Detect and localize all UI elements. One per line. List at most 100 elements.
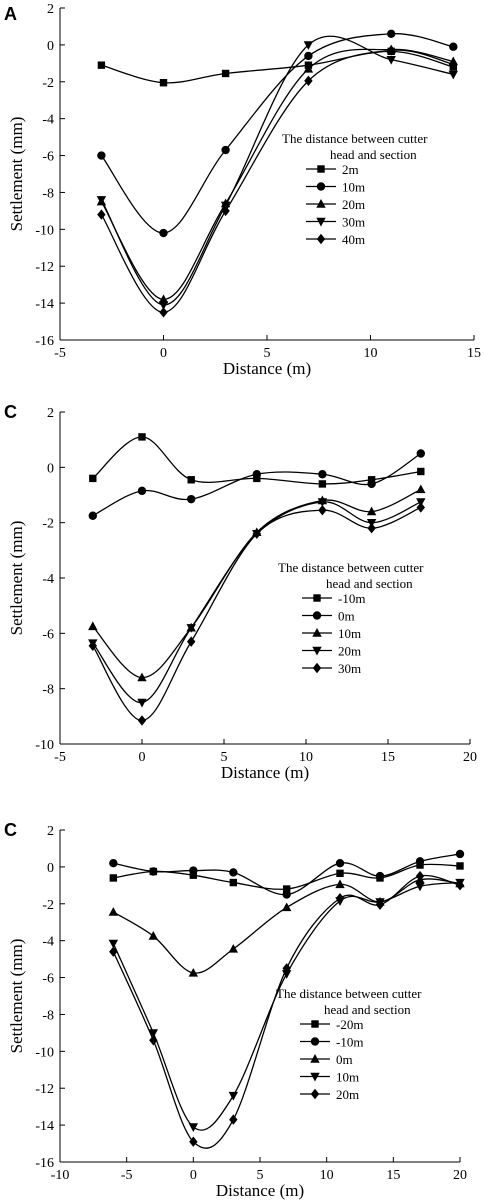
x-axis-title: Distance (m) <box>221 763 309 782</box>
y-tick-label: -6 <box>42 972 54 987</box>
series-10m <box>88 484 426 682</box>
data-point <box>281 902 292 912</box>
series-20m <box>96 44 458 304</box>
data-point <box>159 79 168 87</box>
legend-entry: 10m <box>342 180 365 195</box>
legend-marker <box>312 611 322 620</box>
x-axis-title: Distance (m) <box>223 359 311 378</box>
data-point <box>137 486 147 496</box>
x-tick-label: 10 <box>299 750 313 765</box>
data-point <box>148 1029 159 1038</box>
legend-title: The distance between cutter <box>282 131 428 146</box>
data-point <box>89 474 97 483</box>
data-point <box>221 205 230 217</box>
y-tick-label: -8 <box>42 683 54 698</box>
legend-entry: 40m <box>342 232 365 247</box>
data-point <box>229 868 238 877</box>
data-point <box>159 307 168 318</box>
x-tick-label: -5 <box>54 750 66 765</box>
y-tick-label: -8 <box>42 1008 54 1023</box>
data-point <box>189 866 198 875</box>
x-tick-label: -5 <box>54 346 66 361</box>
data-point <box>367 479 376 489</box>
x-tick-label: -5 <box>121 1168 133 1183</box>
data-point <box>318 505 327 516</box>
data-point <box>137 715 147 726</box>
data-point <box>415 882 425 892</box>
data-point <box>221 69 230 78</box>
data-point <box>387 29 396 39</box>
legend-entry: 10m <box>336 1070 359 1085</box>
data-point <box>282 890 291 899</box>
y-tick-label: -12 <box>35 1082 54 1097</box>
y-tick-label: 0 <box>47 461 54 476</box>
series--10m <box>109 849 465 899</box>
legend-entry: -10m <box>336 1035 363 1050</box>
data-point <box>415 870 425 882</box>
data-point <box>336 869 344 878</box>
legend-marker <box>310 1037 320 1046</box>
y-tick-label: 2 <box>47 406 54 421</box>
series-line <box>112 874 461 1149</box>
data-point <box>159 228 168 238</box>
legend-marker <box>312 662 322 674</box>
data-point <box>108 907 119 916</box>
y-tick-label: -16 <box>35 334 54 349</box>
x-tick-label: 0 <box>160 346 167 361</box>
data-point <box>282 885 291 893</box>
series-line <box>100 35 454 306</box>
panel-letter: C <box>4 820 17 840</box>
legend-entry: 20m <box>342 197 365 212</box>
data-point <box>252 528 261 539</box>
data-point <box>318 470 327 479</box>
data-point <box>149 867 158 876</box>
data-point <box>187 494 196 504</box>
data-point <box>375 899 385 910</box>
chart-panel-3: C -16 -14 -12 -10 -8 -6 -4 -2 0 2 -10 -5 0 5 10 15 20 Dist… <box>4 820 467 1200</box>
series-10m <box>97 29 458 238</box>
series-30m <box>88 502 425 726</box>
data-point <box>97 209 106 220</box>
x-axis-title: Distance (m) <box>216 1181 304 1200</box>
data-point <box>416 449 425 458</box>
y-tick-label: -6 <box>42 627 54 642</box>
data-point <box>88 640 97 651</box>
data-point <box>109 946 118 957</box>
x-tick-label: 10 <box>364 346 378 361</box>
x-tick-label: 15 <box>381 750 395 765</box>
legend-entry: 30m <box>342 215 365 230</box>
y-tick-label: -16 <box>35 1156 54 1171</box>
legend-entry: 20m <box>336 1087 359 1102</box>
data-point <box>252 470 261 479</box>
legend-entry: 2m <box>342 162 359 177</box>
data-point <box>367 523 376 534</box>
legend-title: head and section <box>330 147 417 162</box>
data-point <box>229 1114 238 1125</box>
chart-panel-2: C -10 -8 -6 -4 -2 0 2 -5 0 5 10 15 20 Distance (m) Sett… <box>4 402 477 782</box>
data-point <box>417 467 425 476</box>
y-tick-label: -4 <box>42 113 54 128</box>
data-point <box>304 51 313 61</box>
legend-entry: 10m <box>338 626 361 641</box>
legend-entry: 0m <box>338 609 355 624</box>
data-point <box>317 498 328 507</box>
data-point <box>158 301 169 310</box>
series-line <box>100 49 454 313</box>
data-point <box>366 506 377 516</box>
x-tick-label: 15 <box>386 1168 400 1183</box>
legend-marker <box>317 165 325 173</box>
x-tick-label: -10 <box>51 1168 70 1183</box>
data-point <box>318 480 327 488</box>
data-point <box>375 871 385 881</box>
data-point <box>229 878 238 887</box>
data-point <box>455 880 465 891</box>
chart-panel-1: A -16 -14 -12 -10 -8 -6 -4 -2 0 2 -5 0 5 10 15 Distance … <box>4 2 481 378</box>
data-point <box>221 145 230 155</box>
y-tick-label: 0 <box>47 861 54 876</box>
data-point <box>456 862 464 870</box>
legend-marker <box>316 199 326 208</box>
legend-title: The distance between cutter <box>278 560 424 575</box>
